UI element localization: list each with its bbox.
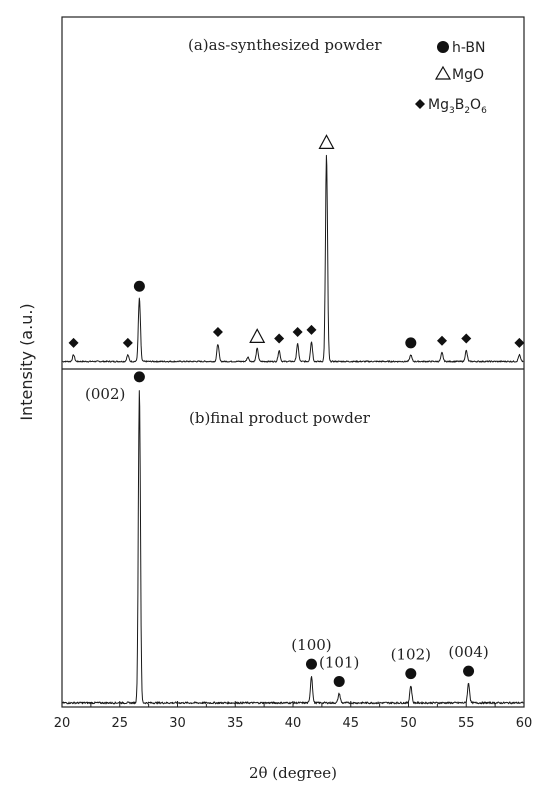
x-tick-label-25: 25 xyxy=(111,716,128,731)
peak-marker-circle-b-3 xyxy=(405,668,417,680)
x-tick-label-45: 45 xyxy=(342,716,359,731)
peak-marker-diamond-a-8 xyxy=(306,324,317,335)
traces xyxy=(62,154,524,705)
x-tick-label-50: 50 xyxy=(400,716,417,731)
peak-marker-circle-b-1 xyxy=(305,658,317,670)
legend-o: O xyxy=(470,97,481,113)
y-axis-label: Intensity (a.u.) xyxy=(17,303,36,420)
legend: h-BN MgO Mg3B2O6 xyxy=(415,40,487,116)
legend-mg: Mg xyxy=(428,97,449,113)
peak-marker-circle-b-2 xyxy=(333,675,345,687)
peak-label-100: (100) xyxy=(291,636,331,654)
panel-b-title: (b)final product powder xyxy=(189,409,371,427)
legend-diamond-marker xyxy=(415,99,425,109)
x-tick-label-35: 35 xyxy=(227,716,244,731)
peak-label-101: (101) xyxy=(319,653,359,671)
peak-marker-diamond-a-12 xyxy=(461,333,472,344)
legend-sub-2: 2 xyxy=(464,106,470,116)
x-ticks: 20 25 30 35 40 45 50 55 60 xyxy=(54,701,533,731)
legend-sub-6: 6 xyxy=(481,106,487,116)
peak-marker-diamond-a-1 xyxy=(122,337,133,348)
peak-label-102: (102) xyxy=(391,646,431,664)
peak-marker-circle-b-0 xyxy=(133,371,145,383)
peak-marker-triangle-a-5 xyxy=(249,328,266,343)
peak-marker-diamond-a-0 xyxy=(68,337,79,348)
legend-label-mgo: MgO xyxy=(452,67,484,83)
peak-marker-diamond-a-13 xyxy=(514,337,525,348)
peak-marker-diamond-a-3 xyxy=(212,327,223,338)
legend-circle-marker xyxy=(437,41,449,53)
panel-a-title: (a)as-synthesized powder xyxy=(188,36,382,54)
x-tick-label-55: 55 xyxy=(458,716,475,731)
legend-triangle-marker xyxy=(434,65,452,80)
peak-marker-triangle-a-9 xyxy=(318,134,335,149)
peak-markers xyxy=(68,134,525,687)
legend-label-hbn: h-BN xyxy=(452,40,486,56)
peak-marker-diamond-a-7 xyxy=(292,327,303,338)
peak-label-004: (004) xyxy=(448,643,488,661)
x-tick-label-20: 20 xyxy=(54,716,71,731)
x-tick-label-60: 60 xyxy=(516,716,533,731)
x-tick-label-30: 30 xyxy=(169,716,186,731)
peak-marker-circle-b-4 xyxy=(463,665,475,677)
legend-b: B xyxy=(455,97,465,113)
legend-label-mg3b2o6: Mg3B2O6 xyxy=(428,97,487,116)
peak-label-002: (002) xyxy=(85,385,125,403)
peak-labels: (002) (100)(101) (102) (004) xyxy=(85,385,489,672)
legend-sub-3: 3 xyxy=(449,106,455,116)
peak-marker-diamond-a-11 xyxy=(436,335,447,346)
x-tick-label-40: 40 xyxy=(285,716,302,731)
x-axis-label: 2θ (degree) xyxy=(249,764,337,782)
peak-marker-diamond-a-6 xyxy=(274,333,285,344)
peak-marker-circle-a-10 xyxy=(405,337,417,349)
peak-marker-circle-a-2 xyxy=(133,280,145,292)
trace-panel-a xyxy=(62,154,524,363)
